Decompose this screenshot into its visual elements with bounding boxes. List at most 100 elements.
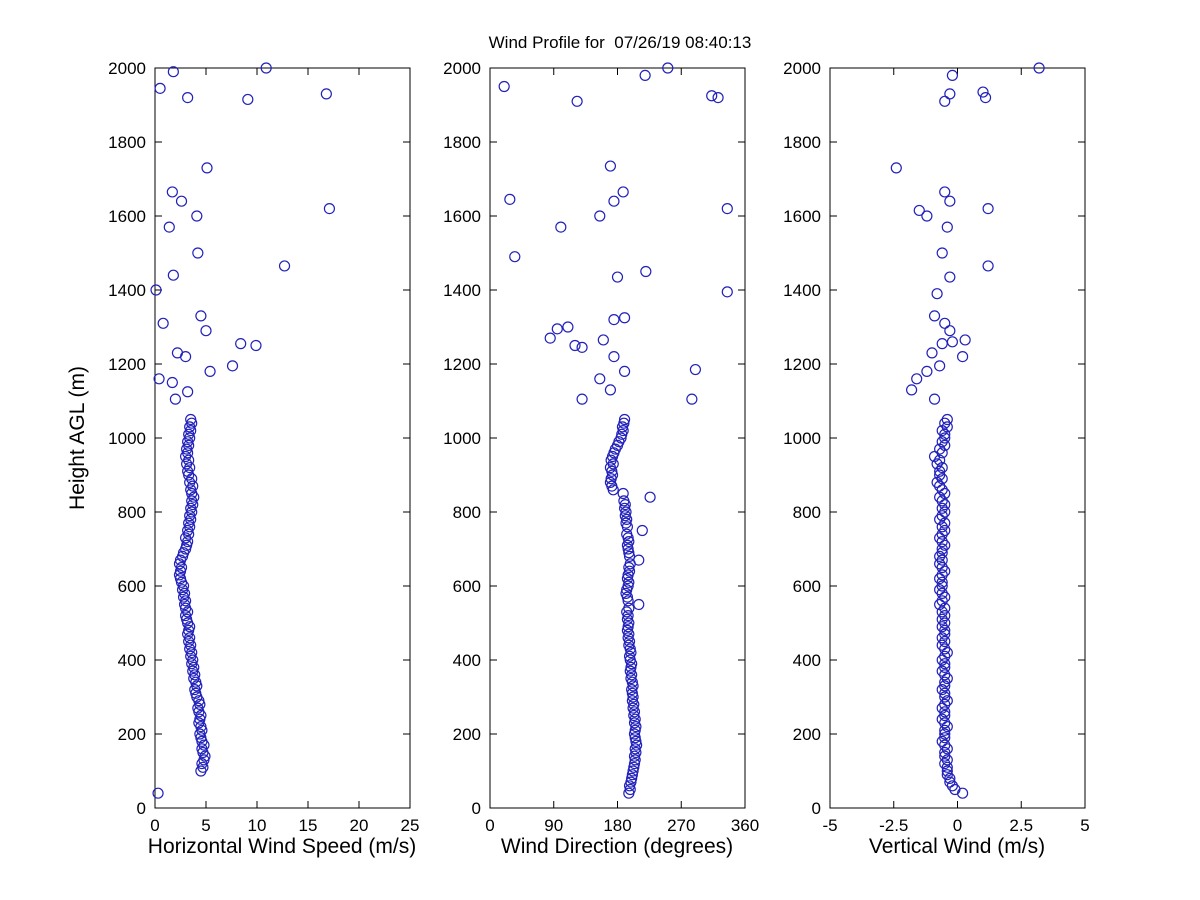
y-tick-label: 1000 (108, 429, 146, 448)
data-point-marker (926, 347, 938, 359)
y-tick-label: 1000 (783, 429, 821, 448)
data-point-marker (623, 602, 635, 614)
data-point-marker (594, 373, 606, 385)
data-point-marker (982, 203, 994, 215)
x-tick-label: 0 (150, 816, 159, 835)
data-point-marker (621, 528, 633, 540)
data-point-marker (931, 288, 943, 300)
data-point-marker (1033, 62, 1045, 74)
data-point-marker (630, 746, 642, 759)
data-point-marker (615, 432, 627, 444)
data-point-marker (618, 502, 631, 514)
data-point-marker (944, 776, 956, 788)
y-tick-label: 2000 (783, 59, 821, 78)
data-point-marker (628, 757, 641, 770)
x-tick-label: 0 (485, 816, 494, 835)
y-tick-label: 1200 (783, 355, 821, 374)
data-point-marker (633, 598, 645, 611)
data-point-marker (686, 393, 698, 405)
x-axis-label-wind-direction: Wind Direction (degrees) (500, 835, 734, 858)
data-point-marker (250, 339, 262, 352)
data-point-marker (636, 524, 648, 537)
data-point-marker (623, 535, 635, 548)
data-point-marker (939, 728, 951, 740)
y-tick-label: 1800 (108, 133, 146, 152)
data-point-marker (936, 338, 948, 350)
data-point-marker (626, 772, 638, 785)
data-point-marker (956, 351, 969, 363)
data-point-marker (905, 384, 918, 396)
data-point-marker (623, 550, 636, 563)
data-point-marker (939, 750, 951, 762)
data-point-marker (260, 62, 272, 74)
horizontal-wind-speed-subplot: 0 5 10 15 20 25 0 200 400 600 800 1000 1200 1400 1600 1… (108, 59, 419, 835)
data-point-marker (594, 210, 606, 222)
data-point-marker (169, 393, 181, 405)
data-point-marker (171, 347, 184, 359)
data-point-marker (625, 646, 637, 659)
data-point-marker (625, 776, 637, 788)
axes-box (829, 67, 1086, 809)
data-point-marker (604, 160, 617, 172)
data-point-marker (625, 661, 637, 674)
data-point-marker (544, 332, 556, 344)
x-tick-label: 0 (953, 816, 962, 835)
data-point-marker (979, 91, 992, 104)
y-tick-label: 2000 (108, 59, 146, 78)
data-point-marker (226, 360, 239, 372)
data-point-marker (182, 386, 194, 398)
data-point-marker (621, 613, 634, 625)
data-point-marker (939, 317, 951, 329)
data-point-marker (939, 680, 951, 692)
data-point-marker (604, 462, 617, 474)
data-point-marker (562, 321, 574, 333)
data-point-marker (626, 687, 638, 699)
x-tick-label: 5 (201, 816, 210, 835)
x-tick-label: 5 (1080, 816, 1089, 835)
data-point-marker (941, 221, 953, 233)
data-point-marker (242, 93, 254, 106)
data-point-marker (624, 783, 636, 796)
data-point-marker (959, 334, 971, 346)
data-point-marker (626, 769, 638, 781)
data-point-marker (944, 88, 956, 100)
x-axis-label-vertical-wind: Vertical Wind (m/s) (868, 835, 1046, 858)
y-tick-label: 1800 (443, 133, 481, 152)
y-tick-label: 1000 (443, 429, 481, 448)
y-tick-label: 1600 (443, 207, 481, 226)
data-point-marker (941, 765, 953, 777)
data-point-marker (624, 654, 636, 666)
wind-direction-subplot: 0 90 180 270 360 0 200 400 600 800 1000 1200 1400 160… (443, 59, 759, 835)
x-tick-label: 360 (731, 816, 759, 835)
data-point-marker (628, 709, 640, 722)
y-tick-label: 600 (793, 577, 821, 596)
data-point-marker (201, 162, 213, 174)
x-tick-label: -5 (822, 816, 837, 835)
data-point-marker (184, 462, 196, 474)
data-point-marker (890, 162, 902, 174)
data-point-marker (621, 572, 634, 585)
data-point-marker (629, 754, 641, 766)
data-point-marker (622, 595, 634, 607)
data-point-marker (939, 432, 951, 444)
y-tick-label: 1200 (108, 355, 146, 374)
data-point-marker (944, 195, 956, 207)
data-point-marker (166, 376, 178, 389)
data-point-marker (982, 260, 994, 272)
data-point-marker (712, 91, 724, 104)
data-point-marker (936, 547, 948, 559)
data-point-marker (150, 284, 162, 296)
data-point-marker (618, 413, 631, 426)
data-point-marker (604, 384, 617, 396)
y-tick-label: 200 (793, 725, 821, 744)
y-axis-label-height: Height AGL (m) (66, 366, 89, 510)
x-tick-label: 10 (248, 816, 267, 835)
data-point-marker (628, 728, 641, 740)
data-point-marker (644, 491, 656, 503)
data-point-marker (504, 193, 516, 205)
x-tick-label: 20 (350, 816, 369, 835)
data-point-marker (627, 691, 639, 703)
data-point-marker (192, 247, 204, 259)
data-point-marker (617, 186, 629, 198)
